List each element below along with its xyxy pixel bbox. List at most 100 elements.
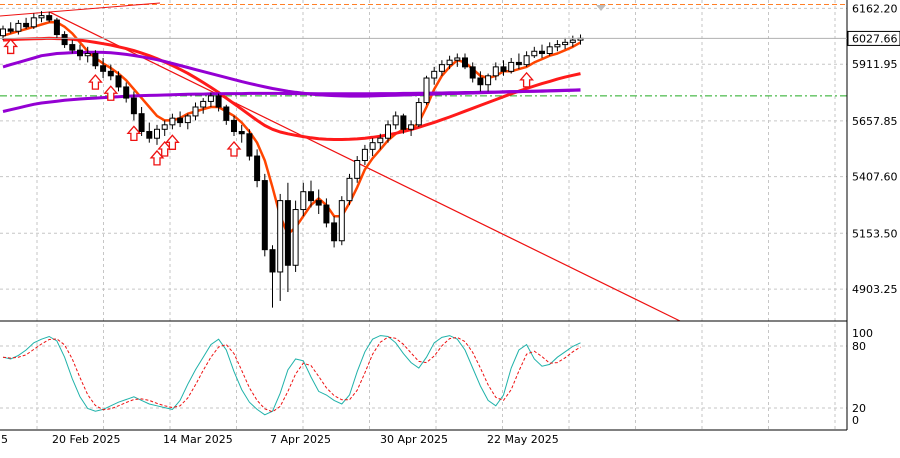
bearish-candle-body: [477, 77, 484, 86]
bullish-candle-body: [569, 39, 576, 43]
bullish-candle-body: [361, 148, 368, 162]
candle: [346, 173, 353, 206]
candle: [377, 133, 384, 150]
bearish-candle-body: [69, 44, 76, 51]
shift-marker-icon: [596, 5, 606, 11]
moving-average-line-2: [2, 36, 581, 141]
candle: [254, 149, 261, 188]
candle: [431, 66, 438, 85]
candle: [308, 180, 314, 208]
bullish-candle-body: [492, 66, 499, 77]
candle: [569, 35, 576, 47]
up-arrow-icon: [87, 74, 103, 90]
bearish-candle-body: [100, 65, 107, 72]
candle: [315, 189, 322, 214]
candle: [277, 193, 284, 301]
candle: [415, 98, 422, 128]
stochastic-tick-label: 80: [852, 340, 866, 353]
bullish-candle-body: [554, 44, 561, 48]
candle: [331, 216, 338, 248]
bearish-candle-body: [46, 15, 53, 21]
candle: [269, 245, 276, 308]
bullish-candle-body: [192, 106, 199, 117]
candle: [23, 17, 30, 29]
candle: [500, 60, 507, 76]
current-price-label: 6027.66: [852, 32, 898, 45]
candle: [477, 71, 484, 92]
bearish-candle-body: [146, 131, 153, 139]
bearish-candle-body: [130, 97, 137, 115]
bearish-candle-body: [246, 133, 253, 157]
bearish-candle-body: [77, 49, 83, 57]
moving-average-line-4: [2, 88, 581, 113]
candle: [515, 53, 522, 70]
candle: [161, 120, 168, 136]
bearish-candle-body: [500, 66, 507, 72]
bullish-candle-body: [385, 124, 391, 139]
bearish-candle-body: [400, 115, 407, 130]
bullish-candle-body: [154, 128, 160, 139]
bullish-candle-body: [446, 59, 453, 66]
axis-label-layer: 6162.20 5911.95 5657.85 5407.60 5153.50 4903.…: [0, 2, 900, 446]
candle: [423, 75, 430, 105]
candle: [454, 53, 461, 67]
candle: [261, 173, 268, 257]
bullish-candle-body: [531, 50, 538, 57]
bearish-candle-body: [107, 70, 114, 77]
bullish-candle-body: [207, 95, 214, 102]
candle: [46, 11, 53, 23]
bullish-candle-body: [392, 115, 399, 126]
arrow-marker-layer: [3, 38, 535, 166]
bearish-candle-body: [115, 75, 122, 88]
candle: [469, 62, 476, 83]
stochastic-signal-line: [2, 336, 581, 413]
stochastic-main-line: [2, 335, 581, 416]
bullish-candle-body: [454, 57, 461, 61]
bearish-candle-body: [331, 222, 338, 242]
bullish-candle-body: [161, 124, 168, 130]
date-tick-label: 25: [0, 433, 8, 446]
candle: [30, 13, 37, 29]
bearish-candle-body: [308, 191, 314, 202]
bullish-candle-body: [431, 70, 438, 79]
grid-layer: [0, 0, 847, 430]
candle: [546, 42, 553, 56]
candle: [338, 196, 345, 246]
stochastic-layer: [2, 335, 581, 416]
candle: [284, 182, 291, 293]
candle: [246, 129, 253, 161]
bearish-candle-body: [515, 61, 522, 66]
candle: [231, 115, 237, 136]
upper-trendline: [0, 2, 161, 17]
up-arrow-icon: [519, 71, 535, 88]
bullish-candle-body: [546, 46, 553, 54]
price-tick-label: 5657.85: [852, 115, 898, 128]
candle: [562, 37, 569, 50]
bearish-candle-body: [231, 119, 237, 133]
candle: [400, 113, 407, 134]
price-tick-label: 4903.25: [852, 283, 898, 296]
candle: [354, 156, 361, 183]
bearish-candle-body: [323, 204, 330, 224]
bearish-candle-body: [469, 66, 476, 79]
candle: [438, 60, 445, 76]
bearish-candle-body: [92, 53, 99, 67]
candle: [323, 198, 330, 228]
candle: [508, 57, 515, 74]
stochastic-tick-label: 0: [852, 414, 859, 427]
stochastic-tick-label: 20: [852, 402, 866, 415]
bearish-candle-body: [138, 113, 145, 133]
candle: [207, 92, 214, 107]
bearish-candle-body: [261, 180, 268, 251]
bullish-candle-body: [184, 115, 191, 124]
bearish-candle-body: [23, 22, 30, 28]
bullish-candle-body: [508, 61, 515, 72]
candlestick-layer: [0, 11, 584, 308]
trendline: [48, 11, 681, 322]
date-tick-label: 20 Feb 2025: [52, 433, 120, 446]
bullish-candle-body: [377, 137, 384, 144]
candle: [7, 22, 14, 34]
candle: [300, 182, 307, 217]
bearish-candle-body: [254, 155, 261, 182]
